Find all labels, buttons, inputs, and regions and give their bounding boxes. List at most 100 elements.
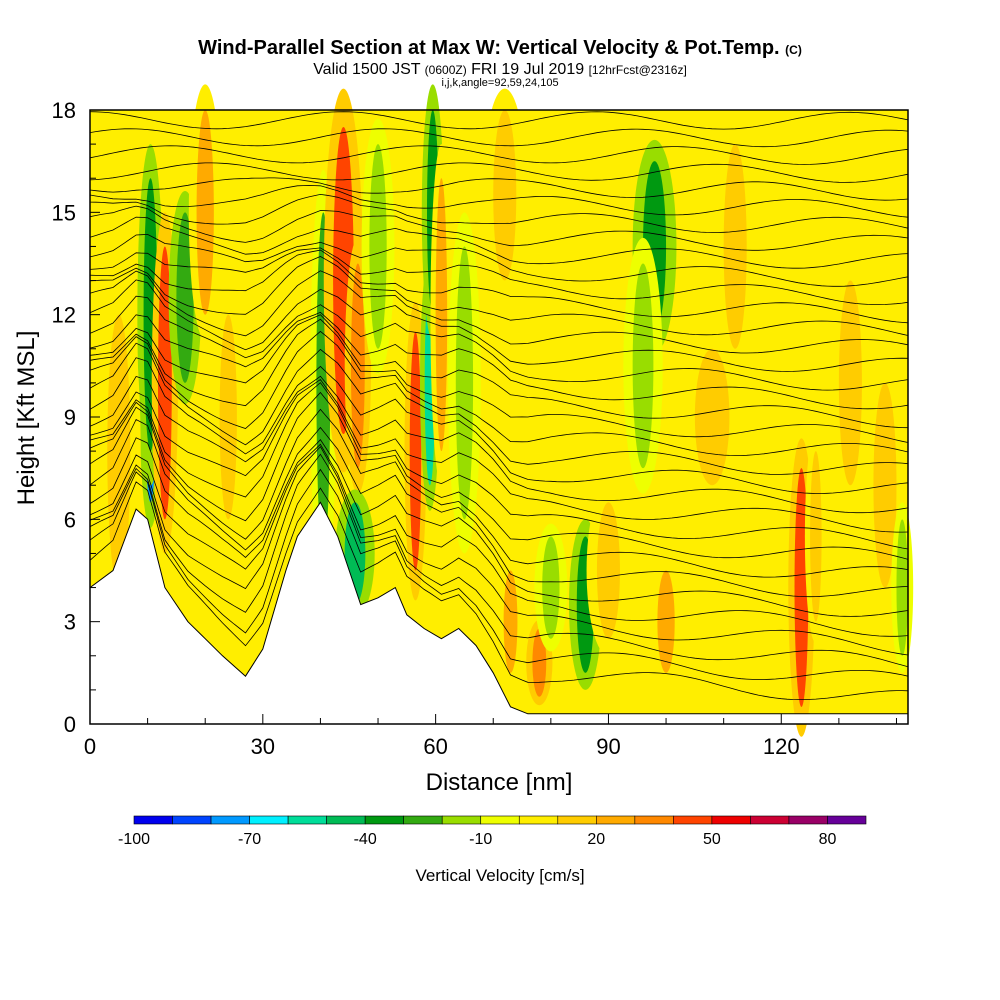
velocity-cell [503,570,518,673]
colorbar-tick-label: -40 [354,831,377,848]
velocity-cell [542,536,560,639]
y-tick-label: 0 [64,712,76,737]
y-tick-label: 6 [64,507,76,532]
velocity-cell [176,212,194,383]
theta-contour [89,453,909,668]
theta-contour [89,162,909,183]
theta-contour [89,378,909,533]
colorbar-swatch [557,815,597,825]
theta-contour [89,295,909,391]
colorbar-tick-label: 50 [703,831,721,848]
x-tick-label: 120 [763,734,800,759]
colorbar-swatch [480,815,520,825]
theta-contour [89,128,909,148]
velocity-cell [219,314,237,520]
x-tick-label: 90 [596,734,620,759]
colorbar-swatch [711,815,751,825]
subtitle-zulu: (0600Z) [424,63,467,77]
theta-contour [89,318,909,443]
colorbar-swatch [827,815,867,825]
colorbar-swatch [634,815,674,825]
y-tick-label: 15 [52,200,76,225]
velocity-cell [196,109,214,315]
theta-contour [89,391,909,560]
subtitle-date: FRI 19 Jul 2019 [471,61,585,78]
x-tick-label: 60 [423,734,447,759]
chart-title: Wind-Parallel Section at Max W: Vertical… [0,37,1000,60]
velocity-cell [838,280,862,486]
theta-contour [89,443,909,637]
colorbar-swatch [673,815,713,825]
velocity-cell [873,382,897,588]
chart-subtitle: Valid 1500 JST (0600Z) FRI 19 Jul 2019 [… [0,61,1000,79]
theta-contour [89,330,909,456]
theta-contour [89,382,909,550]
colorbar-swatch [326,815,366,825]
subtitle-fcst: [12hrFcst@2316z] [588,63,687,77]
theta-contour [89,437,909,617]
colorbar-swatch [287,815,327,825]
theta-contour [89,111,909,130]
theta-contour [89,216,909,269]
y-tick-label: 9 [64,405,76,430]
colorbar-swatch [788,815,828,825]
colorbar-tick-label: 80 [819,831,837,848]
theta-contour [89,446,909,656]
colorbar-tick-label: 20 [587,831,605,848]
theta-contour [89,314,909,429]
theta-contour [89,342,909,475]
colorbar-swatch [403,815,443,825]
theta-contour [89,193,909,233]
colorbar: -100 -70 -40 -10 20 50 80 [118,815,867,848]
plot-area [89,84,914,737]
colorbar-swatch [364,815,404,825]
y-axis-label: Height [Kft MSL] [13,331,40,506]
velocity-cell [455,246,474,520]
colorbar-swatch [249,815,289,825]
velocity-cell [694,348,730,486]
theta-contour [89,247,909,305]
x-tick-label: 0 [84,734,96,759]
y-axis: 0 3 6 9 12 15 18 [52,98,100,737]
terrain [89,501,909,725]
velocity-cell [369,144,387,349]
theta-contour [89,233,909,287]
title-tag: (C) [785,43,802,57]
theta-contour [89,205,909,251]
velocity-cell [107,314,131,588]
theta-contour [89,468,909,681]
theta-contour [89,177,909,201]
velocity-cell [409,331,422,571]
y-tick-label: 12 [52,303,76,328]
theta-contour [89,418,909,598]
x-axis-label: Distance [nm] [426,769,573,796]
chart-params: i,j,k,angle=92,59,24,105 [441,77,559,89]
velocity-cell [532,628,547,697]
theta-contour [89,185,909,218]
title-main: Wind-Parallel Section at Max W: Vertical… [198,37,780,59]
x-tick-label: 30 [251,734,275,759]
colorbar-label: Vertical Velocity [cm/s] [415,866,584,885]
velocity-cell [493,109,517,281]
colorbar-swatch [210,815,250,825]
theta-contour [89,279,909,372]
theta-contour [89,249,909,324]
theta-contour [89,481,909,700]
x-axis: 0 30 60 90 120 [84,714,897,759]
theta-contour [89,311,909,410]
velocity-cell [896,519,908,656]
colorbar-swatch [596,815,636,825]
velocity-cell [723,144,747,349]
colorbar-tick-label: -10 [469,831,492,848]
colorbar-swatch [518,815,559,825]
theta-contour [89,256,909,336]
y-tick-label: 18 [52,98,76,123]
theta-contour [89,406,909,578]
y-tick-label: 3 [64,610,76,635]
theta-contour [89,375,909,514]
velocity-cell [435,178,448,452]
velocity-cell [657,570,675,673]
colorbar-swatch [441,815,482,825]
theta-contour [89,357,909,494]
